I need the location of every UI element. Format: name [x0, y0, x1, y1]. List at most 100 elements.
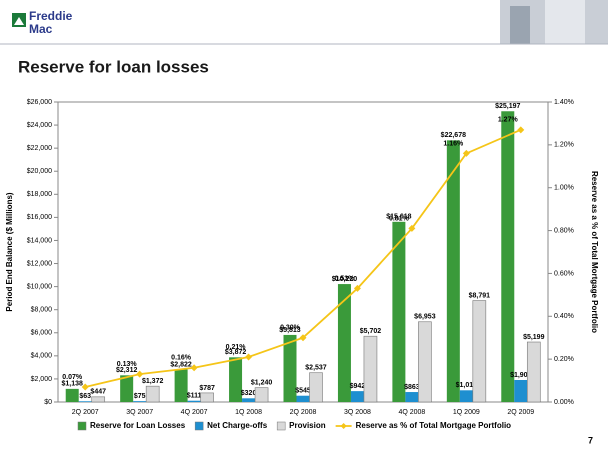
x-tick-label: 2Q 2008	[290, 409, 317, 416]
bar	[200, 392, 214, 403]
legend-label: Reserve for Loan Losses	[90, 421, 186, 430]
x-tick-label: 4Q 2008	[398, 409, 425, 416]
header-image	[510, 6, 530, 44]
x-tick-label: 1Q 2008	[235, 409, 262, 416]
bar	[309, 372, 323, 403]
bar	[514, 379, 528, 402]
marker	[136, 370, 144, 378]
y2-tick-label: 0.00%	[554, 399, 574, 406]
data-label: 0.53%	[335, 275, 356, 282]
data-label: $111	[187, 393, 202, 400]
y-tick-label: $2,000	[31, 376, 53, 383]
legend-swatch	[194, 421, 204, 431]
data-label: $25,197	[495, 103, 520, 110]
data-label: 0.81%	[389, 215, 410, 222]
marker	[462, 149, 470, 157]
y2-tick-label: 1.40%	[554, 99, 574, 106]
data-label: $3,872	[225, 349, 247, 356]
logo-text: Freddie	[29, 9, 73, 23]
marker	[353, 284, 361, 292]
y2-tick-label: 1.00%	[554, 185, 574, 192]
bar	[91, 396, 106, 403]
data-label: 1.16%	[443, 140, 464, 147]
y2-tick-label: 0.20%	[554, 356, 574, 363]
y2-tick-label: 0.60%	[554, 270, 574, 277]
marker	[81, 383, 89, 391]
data-label: 0.30%	[280, 325, 301, 332]
data-label: $6,953	[414, 314, 436, 321]
data-label: $5,813	[279, 327, 301, 334]
y2-axis-label: Reserve as a % of Total Mortgage Portfol…	[590, 171, 599, 333]
bar	[254, 387, 269, 403]
y-tick-label: $16,000	[27, 214, 52, 221]
data-label: $8,791	[469, 292, 491, 299]
data-label: $2,822	[170, 361, 192, 368]
bar	[120, 375, 134, 402]
data-label: $863	[404, 384, 420, 391]
y2-tick-label: 0.40%	[554, 313, 574, 320]
slide-title: Reserve for loan losses	[18, 57, 209, 76]
data-label: $10,220	[332, 276, 357, 283]
header-image	[545, 0, 585, 44]
marker	[190, 364, 198, 372]
data-label: $63	[79, 393, 91, 400]
bar	[296, 395, 310, 402]
y-tick-label: $20,000	[27, 168, 52, 175]
legend-label: Provision	[289, 421, 326, 430]
y-tick-label: $18,000	[27, 191, 52, 198]
x-tick-label: 3Q 2008	[344, 409, 371, 416]
y-tick-label: $10,000	[27, 283, 52, 290]
bar	[187, 400, 201, 402]
x-tick-label: 2Q 2009	[507, 409, 534, 416]
marker	[245, 353, 253, 361]
bar	[392, 221, 406, 402]
bar	[459, 390, 473, 402]
data-label: 0.07%	[62, 374, 83, 381]
data-label: $942	[350, 383, 366, 390]
legend-label: Reserve as % of Total Mortgage Portfolio	[356, 421, 512, 430]
data-label: $1,372	[142, 378, 164, 385]
bar	[145, 385, 160, 403]
data-label: $1,240	[251, 380, 273, 387]
logo-roof	[14, 17, 24, 25]
data-label: $1,138	[62, 381, 84, 388]
logo-text: Mac	[29, 22, 53, 36]
y2-tick-label: 1.20%	[554, 142, 574, 149]
bar	[242, 398, 256, 402]
bar	[174, 369, 188, 402]
marker	[408, 224, 416, 232]
y-tick-label: $22,000	[27, 145, 52, 152]
bar	[229, 357, 243, 402]
bar	[526, 341, 541, 403]
legend-swatch	[77, 421, 87, 431]
bar	[472, 300, 487, 403]
y-tick-label: $12,000	[27, 260, 52, 267]
marker	[517, 126, 525, 134]
page-number: 7	[588, 435, 593, 445]
x-tick-label: 2Q 2007	[72, 409, 99, 416]
data-label: 0.21%	[226, 344, 247, 351]
data-label: 0.16%	[171, 355, 192, 362]
data-label: $787	[199, 385, 215, 392]
y-tick-label: $14,000	[27, 237, 52, 244]
bar	[350, 391, 364, 402]
y-tick-label: $0	[44, 399, 52, 406]
bar	[337, 284, 351, 402]
legend-swatch	[276, 421, 286, 431]
data-label: $5,199	[523, 334, 545, 341]
bar	[405, 392, 419, 402]
bar	[418, 321, 432, 403]
data-label: $2,537	[305, 365, 327, 372]
bar	[501, 111, 515, 402]
data-label: 1.27%	[498, 117, 519, 124]
x-tick-label: 1Q 2009	[453, 409, 480, 416]
data-label: $320	[241, 390, 257, 397]
bar	[363, 335, 378, 403]
data-label: $2,312	[116, 367, 138, 374]
y-tick-label: $8,000	[31, 307, 53, 314]
y-tick-label: $26,000	[27, 99, 52, 106]
y-tick-label: $24,000	[27, 122, 52, 129]
y-tick-label: $4,000	[31, 353, 53, 360]
data-label: $545	[295, 388, 311, 395]
y-tick-label: $6,000	[31, 330, 53, 337]
